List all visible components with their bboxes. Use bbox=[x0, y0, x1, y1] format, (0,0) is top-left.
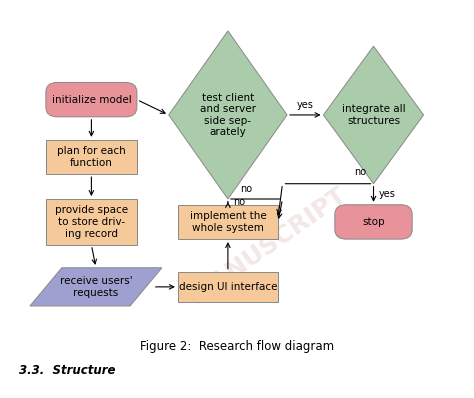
Text: stop: stop bbox=[362, 217, 385, 227]
Text: yes: yes bbox=[379, 189, 396, 199]
FancyBboxPatch shape bbox=[46, 199, 137, 245]
FancyBboxPatch shape bbox=[335, 205, 412, 239]
Text: initialize model: initialize model bbox=[52, 95, 131, 105]
FancyBboxPatch shape bbox=[178, 271, 278, 302]
Text: Figure 2:  Research flow diagram: Figure 2: Research flow diagram bbox=[140, 339, 334, 353]
FancyBboxPatch shape bbox=[46, 140, 137, 174]
Text: yes: yes bbox=[297, 100, 314, 110]
Text: design UI interface: design UI interface bbox=[179, 282, 277, 292]
FancyBboxPatch shape bbox=[46, 82, 137, 117]
Text: implement the
whole system: implement the whole system bbox=[190, 211, 266, 233]
Text: receive users'
requests: receive users' requests bbox=[60, 276, 132, 298]
Text: integrate all
structures: integrate all structures bbox=[342, 104, 405, 126]
Text: no: no bbox=[233, 197, 246, 207]
Polygon shape bbox=[323, 46, 424, 184]
Polygon shape bbox=[30, 268, 162, 306]
Text: test client
and server
side sep-
arately: test client and server side sep- arately bbox=[200, 93, 256, 137]
FancyBboxPatch shape bbox=[178, 205, 278, 239]
Text: no: no bbox=[240, 184, 252, 195]
Text: MANUSCRIPT: MANUSCRIPT bbox=[186, 182, 352, 308]
Text: 3.3.  Structure: 3.3. Structure bbox=[18, 365, 115, 377]
Text: provide space
to store driv-
ing record: provide space to store driv- ing record bbox=[55, 205, 128, 238]
Text: plan for each
function: plan for each function bbox=[57, 146, 126, 168]
Text: no: no bbox=[354, 167, 366, 177]
Polygon shape bbox=[169, 31, 287, 199]
